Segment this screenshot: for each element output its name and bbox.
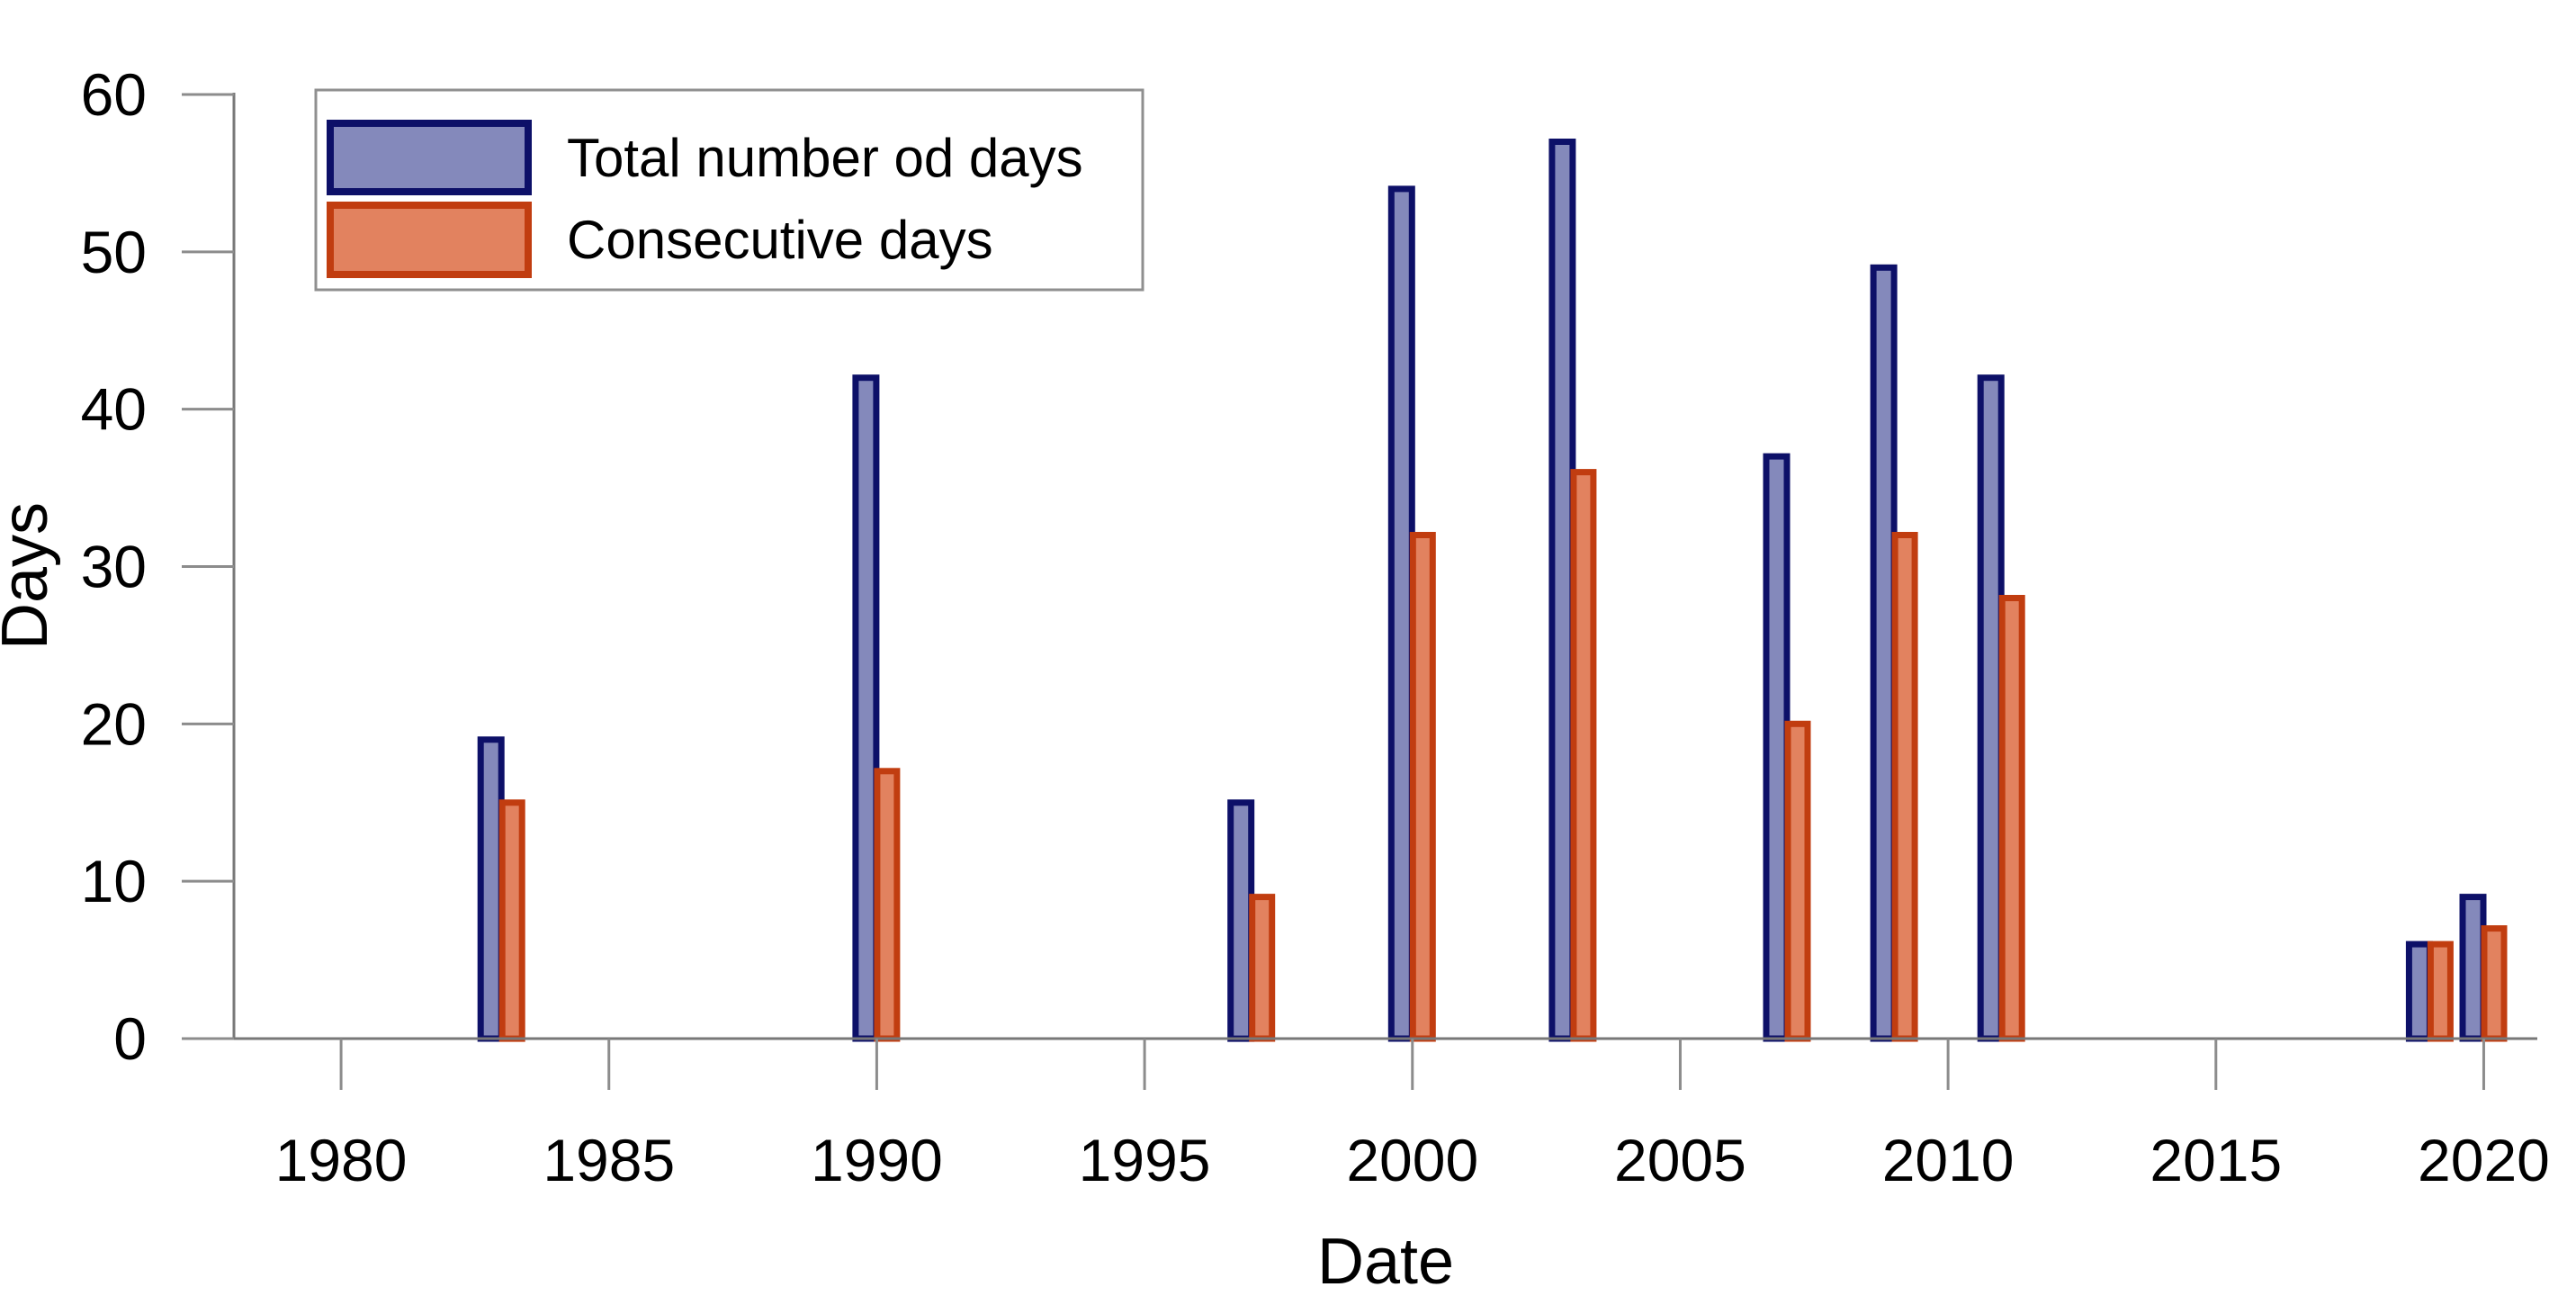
bar-consecutive-2011 xyxy=(1998,595,2025,1042)
x-tick-label: 2005 xyxy=(1614,1127,1746,1193)
x-tick-label: 1980 xyxy=(275,1127,408,1193)
bar-total-2020 xyxy=(2459,894,2487,1042)
bar-total-2003 xyxy=(1548,139,1576,1042)
legend-label-consecutive: Consecutive days xyxy=(567,210,993,270)
bar-total-2000 xyxy=(1387,185,1415,1042)
bar-consecutive-2009 xyxy=(1891,532,1918,1042)
bar-total-2019 xyxy=(2405,940,2433,1042)
bar-consecutive-1990 xyxy=(874,768,901,1042)
y-tick-label: 40 xyxy=(81,376,147,443)
y-tick-label: 60 xyxy=(81,61,147,128)
legend-label-total: Total number od days xyxy=(567,128,1083,188)
y-tick-label: 10 xyxy=(81,848,147,914)
ticks-layer: 0 10 20 30 40 50 60 1980 1985 1990 1995 2000 2005 201… xyxy=(81,61,2550,1193)
legend: Total number od days Consecutive days xyxy=(314,88,1144,292)
bar-total-2011 xyxy=(1977,374,2005,1042)
bar-consecutive-2000 xyxy=(1409,532,1436,1042)
bar-total-2009 xyxy=(1870,264,1898,1042)
bar-consecutive-2020 xyxy=(2481,925,2508,1042)
bar-consecutive-2019 xyxy=(2427,940,2454,1042)
bar-total-1990 xyxy=(852,374,880,1042)
x-tick-label: 2020 xyxy=(2418,1127,2550,1193)
bar-consecutive-2003 xyxy=(1570,469,1597,1042)
bar-total-2007 xyxy=(1763,453,1791,1042)
legend-swatch-total xyxy=(327,120,532,195)
y-tick-label: 30 xyxy=(81,534,147,600)
x-tick-label: 2010 xyxy=(1882,1127,2015,1193)
y-axis-label: Days xyxy=(0,502,61,650)
y-tick-label: 0 xyxy=(113,1005,147,1072)
x-tick-label: 2000 xyxy=(1346,1127,1478,1193)
bar-consecutive-1997 xyxy=(1249,894,1276,1042)
bar-consecutive-2007 xyxy=(1784,720,1811,1042)
bars-layer xyxy=(477,139,2508,1042)
x-tick-label: 1990 xyxy=(811,1127,943,1193)
x-tick-label: 2015 xyxy=(2150,1127,2282,1193)
y-tick-label: 50 xyxy=(81,219,147,285)
bar-total-1997 xyxy=(1227,799,1255,1042)
x-tick-label: 1985 xyxy=(543,1127,675,1193)
y-tick-label: 20 xyxy=(81,690,147,757)
x-axis-label: Date xyxy=(1317,1226,1454,1296)
legend-swatch-consecutive xyxy=(327,202,532,278)
bar-total-1983 xyxy=(477,736,505,1042)
x-tick-label: 1995 xyxy=(1079,1127,1211,1193)
bar-consecutive-1983 xyxy=(498,799,525,1042)
